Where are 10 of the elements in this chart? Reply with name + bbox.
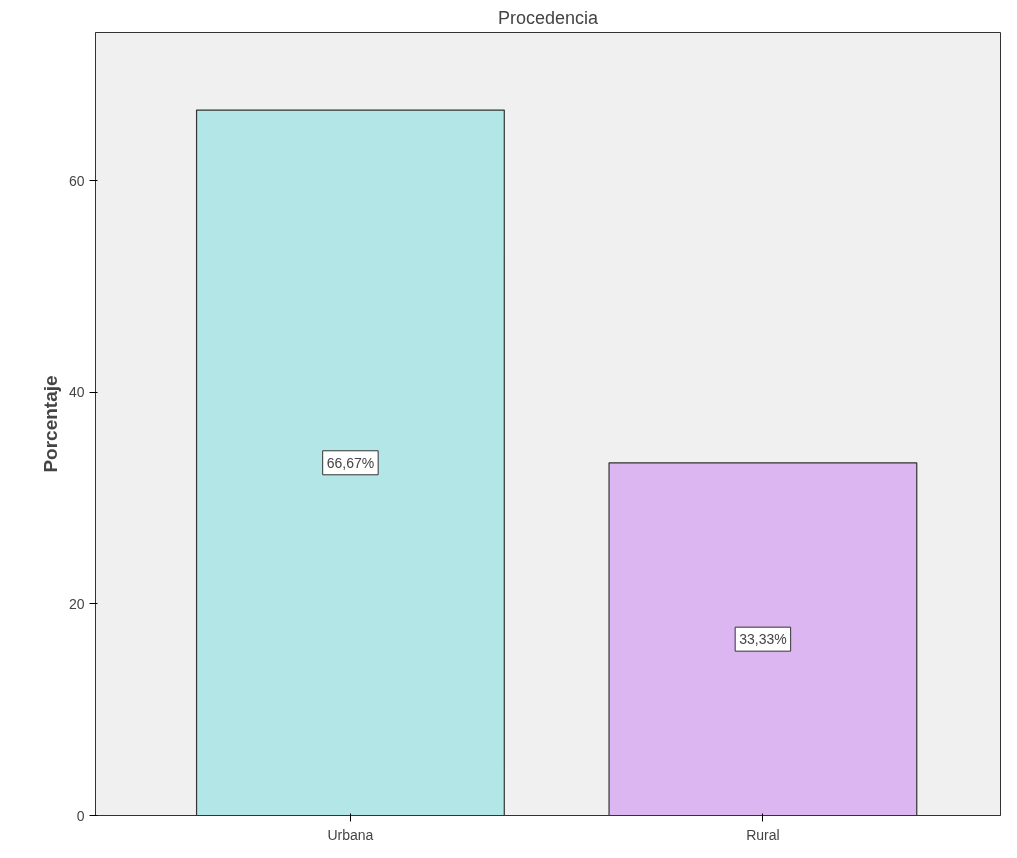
x-tick-label: Urbana bbox=[327, 826, 374, 843]
data-label: 66,67% bbox=[326, 454, 375, 471]
chart-title: Procedencia bbox=[497, 7, 600, 28]
y-tick-label: 0 bbox=[76, 807, 85, 824]
y-axis-title: Porcentaje bbox=[39, 375, 61, 473]
y-tick-label: 60 bbox=[68, 172, 85, 189]
y-tick-label: 20 bbox=[68, 595, 85, 612]
x-tick-label: Rural bbox=[746, 826, 780, 843]
data-label: 33,33% bbox=[739, 631, 787, 648]
y-tick-label: 40 bbox=[68, 384, 85, 401]
